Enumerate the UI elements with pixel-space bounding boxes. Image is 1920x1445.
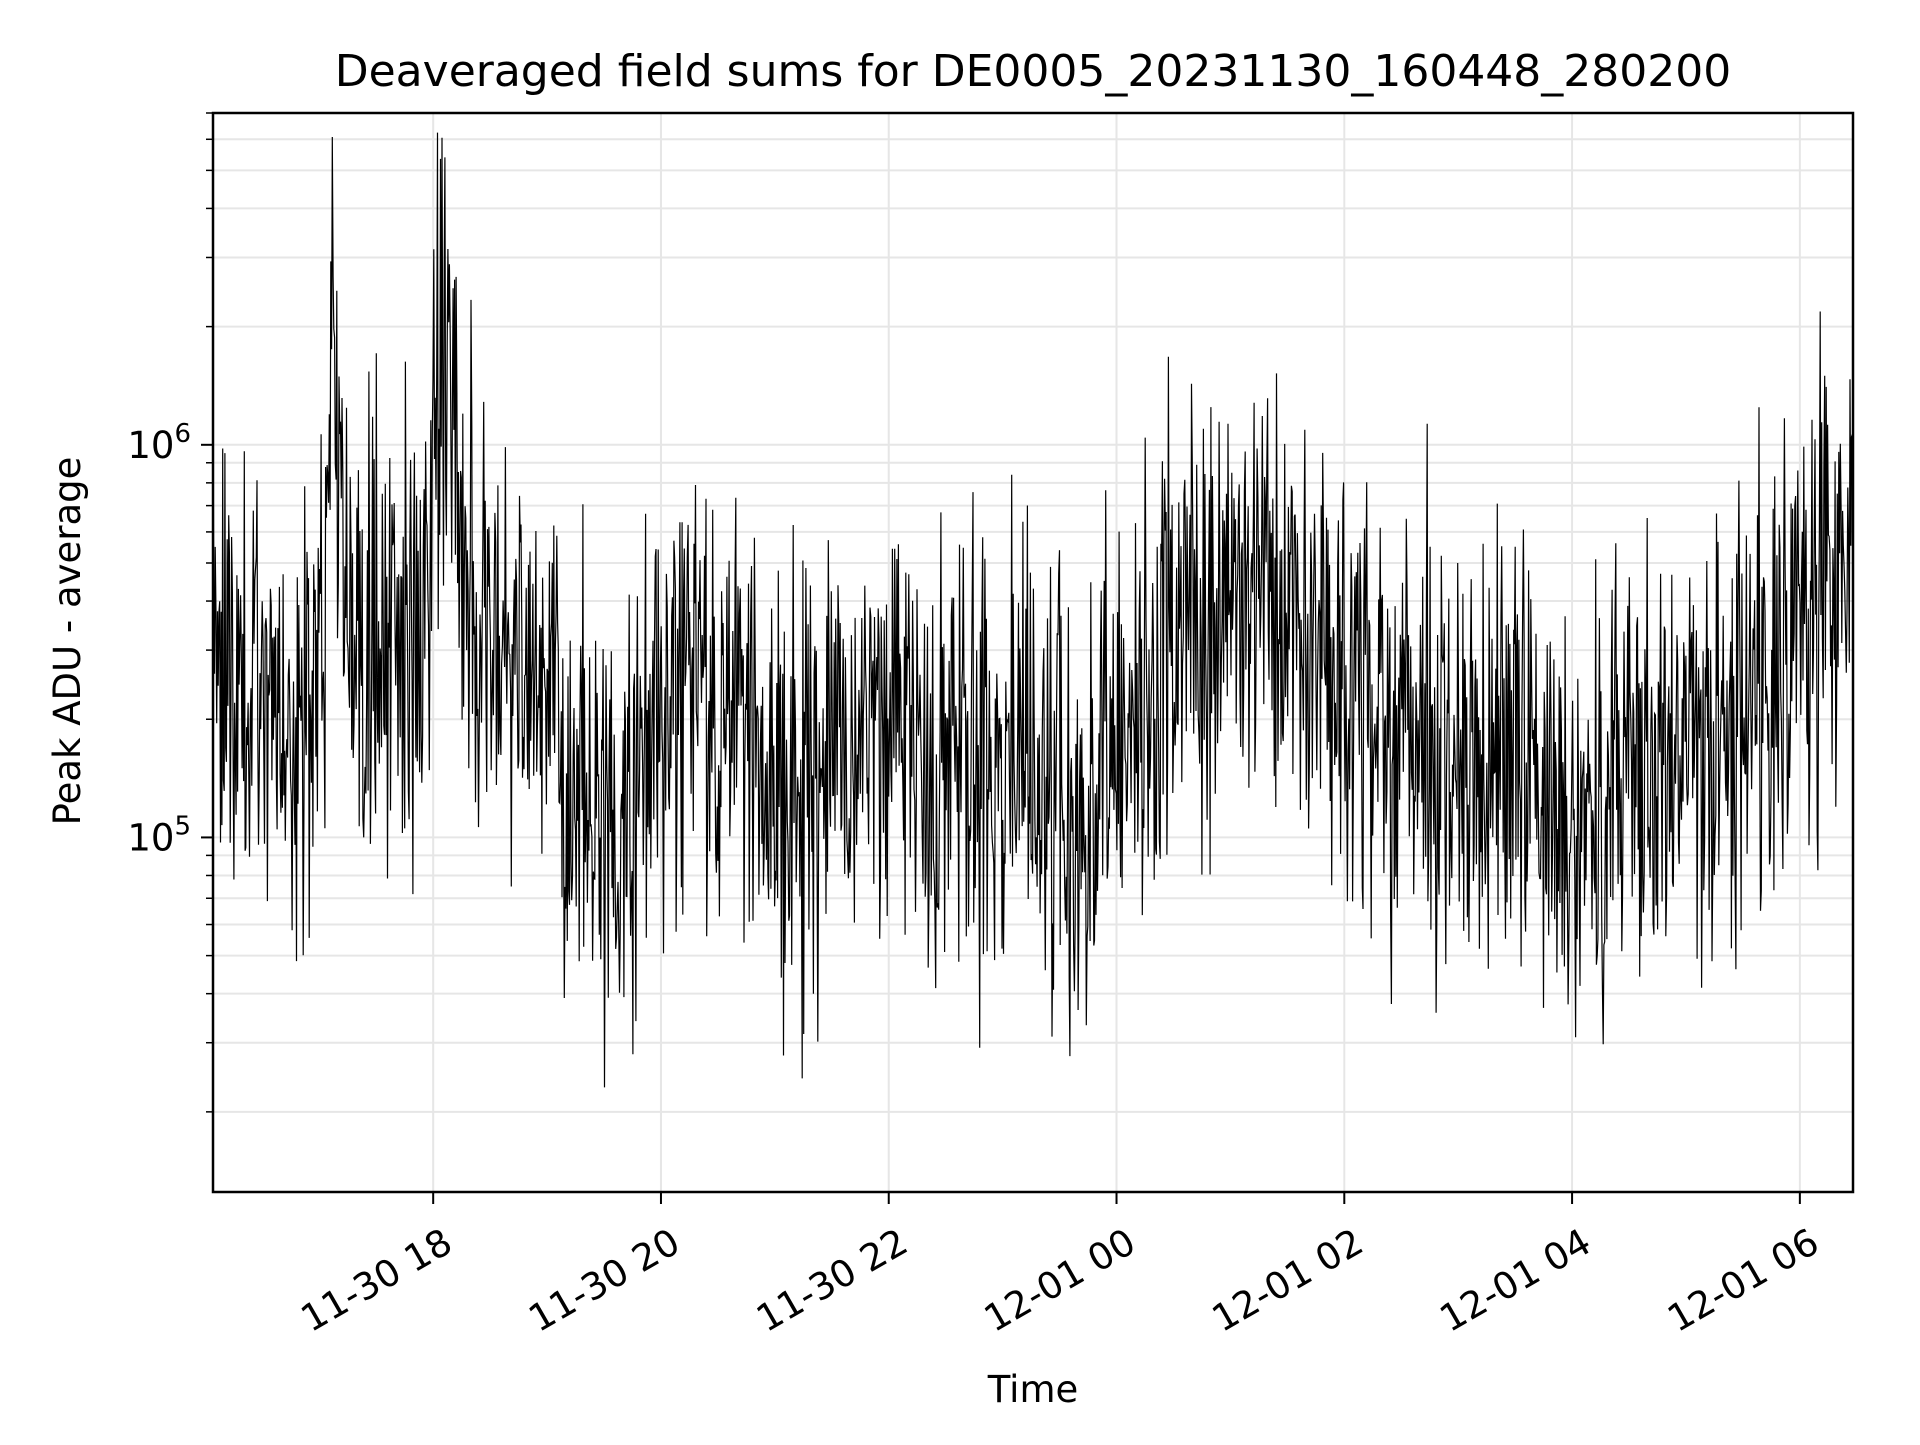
y-tick-label: 105 [127, 811, 191, 859]
y-tick-label-base: 10 [127, 424, 174, 467]
data-layer [213, 132, 1853, 1088]
x-axis-label: Time [987, 1368, 1079, 1411]
y-tick-label-exponent: 6 [174, 419, 191, 449]
y-axis-label: Peak ADU - average [46, 457, 89, 826]
y-tick-label-exponent: 5 [174, 811, 191, 841]
y-tick-label: 106 [127, 419, 191, 467]
plot-frame [211, 111, 1855, 1194]
y-tick-label-base: 10 [127, 816, 174, 859]
data-series-line [213, 132, 1853, 1088]
chart-title: Deaveraged field sums for DE0005_2023113… [335, 46, 1732, 97]
